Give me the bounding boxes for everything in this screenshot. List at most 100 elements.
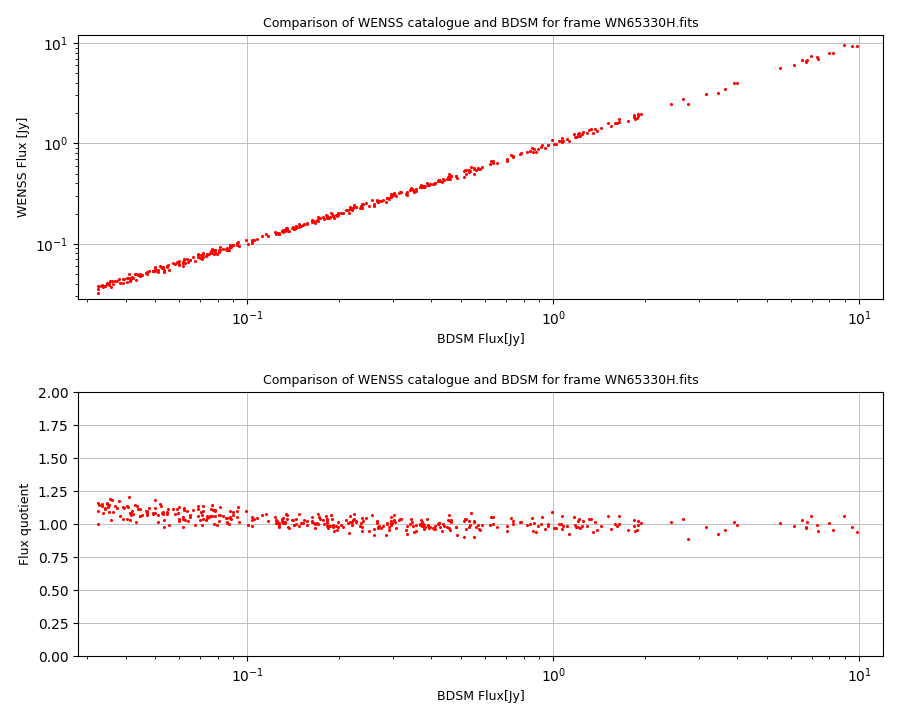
Point <box>212 509 227 521</box>
Point <box>364 194 379 206</box>
Point <box>404 513 419 525</box>
Point <box>110 276 124 287</box>
Point <box>202 248 217 259</box>
Point <box>379 529 393 541</box>
Point <box>416 518 430 530</box>
Point <box>567 511 581 523</box>
Point <box>176 257 191 269</box>
Point <box>203 503 218 515</box>
Point <box>519 520 534 531</box>
Point <box>367 200 382 212</box>
Point <box>441 522 455 534</box>
Point <box>112 510 127 522</box>
Point <box>572 130 587 142</box>
Point <box>153 261 167 272</box>
Point <box>126 272 140 284</box>
Point <box>287 519 302 531</box>
Point <box>462 516 476 527</box>
Point <box>183 254 197 266</box>
Point <box>593 520 608 531</box>
Point <box>541 139 555 150</box>
Point <box>356 525 370 536</box>
Point <box>207 245 221 256</box>
Point <box>621 523 635 535</box>
Point <box>269 514 284 526</box>
Point <box>405 184 419 196</box>
Point <box>287 222 302 234</box>
Point <box>420 513 435 525</box>
Point <box>324 207 338 219</box>
Point <box>157 506 171 518</box>
Point <box>535 139 549 150</box>
Point <box>278 225 293 236</box>
Point <box>278 225 293 236</box>
Point <box>346 202 360 213</box>
Point <box>459 523 473 535</box>
Point <box>292 508 306 520</box>
Point <box>133 271 148 282</box>
Point <box>326 211 340 222</box>
Point <box>132 269 147 280</box>
Point <box>490 157 504 168</box>
Point <box>341 527 356 539</box>
Point <box>415 181 429 193</box>
Point <box>272 228 286 240</box>
Point <box>490 521 504 533</box>
Point <box>572 128 586 140</box>
Point <box>284 514 299 526</box>
Point <box>417 181 431 193</box>
Point <box>238 234 253 246</box>
Point <box>226 507 240 518</box>
Point <box>275 518 290 529</box>
Point <box>798 55 813 67</box>
Point <box>546 138 561 150</box>
Point <box>130 500 145 512</box>
Point <box>155 507 169 518</box>
Point <box>529 145 544 157</box>
Point <box>567 131 581 143</box>
Point <box>341 204 356 216</box>
Point <box>364 510 379 521</box>
Point <box>97 503 112 514</box>
Point <box>133 510 148 522</box>
Point <box>293 220 308 232</box>
Point <box>355 201 369 212</box>
Point <box>285 222 300 233</box>
Point <box>399 188 413 199</box>
Point <box>382 524 397 536</box>
Point <box>157 264 171 276</box>
Point <box>380 192 394 203</box>
Point <box>531 520 545 531</box>
Point <box>170 256 184 268</box>
Point <box>538 142 553 153</box>
Title: Comparison of WENSS catalogue and BDSM for frame WN65330H.fits: Comparison of WENSS catalogue and BDSM f… <box>263 17 698 30</box>
Point <box>304 511 319 523</box>
Point <box>256 509 270 521</box>
Point <box>482 519 497 531</box>
Point <box>541 140 555 151</box>
Point <box>258 508 273 520</box>
Point <box>825 524 840 536</box>
Point <box>482 158 497 170</box>
Point <box>331 516 346 527</box>
Point <box>422 179 436 191</box>
Point <box>375 521 390 532</box>
Point <box>379 196 393 207</box>
Point <box>410 183 424 194</box>
Point <box>726 516 741 527</box>
Point <box>171 259 185 271</box>
Point <box>417 521 431 532</box>
Point <box>220 243 234 254</box>
Point <box>431 175 446 186</box>
Point <box>417 181 431 192</box>
Point <box>206 245 220 256</box>
Point <box>219 512 233 523</box>
Point <box>320 212 334 223</box>
Point <box>371 522 385 534</box>
Point <box>308 522 322 534</box>
Point <box>798 521 813 533</box>
Point <box>140 508 154 519</box>
Point <box>449 521 464 533</box>
Point <box>139 505 153 517</box>
Point <box>500 153 515 165</box>
